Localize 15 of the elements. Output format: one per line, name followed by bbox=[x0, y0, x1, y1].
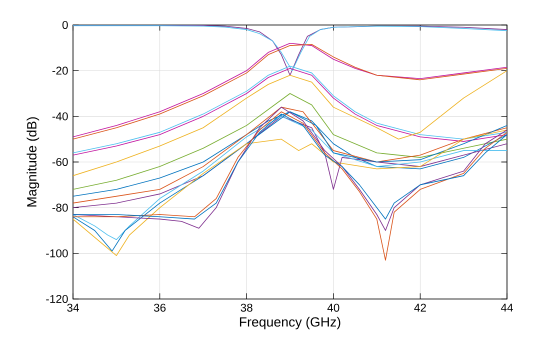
y-tick-label: -40 bbox=[52, 112, 68, 120]
y-tick-label: -120 bbox=[46, 294, 68, 303]
y-tick-label: 0 bbox=[62, 20, 68, 29]
y-tick-label: -20 bbox=[52, 66, 68, 75]
x-tick-label: 42 bbox=[414, 304, 426, 312]
y-tick-label: -60 bbox=[52, 158, 68, 166]
x-tick-label: 38 bbox=[240, 304, 252, 312]
y-axis-title: Magnitude (dB) bbox=[26, 117, 40, 206]
x-tick-label: 44 bbox=[500, 304, 513, 312]
y-tick-label: -80 bbox=[52, 204, 68, 212]
x-tick-label: 36 bbox=[154, 304, 166, 312]
x-tick-label: 34 bbox=[67, 304, 79, 312]
x-axis-title: Frequency (GHz) bbox=[240, 316, 340, 330]
y-tick-label: -100 bbox=[46, 249, 68, 258]
x-tick-label: 40 bbox=[327, 304, 340, 312]
